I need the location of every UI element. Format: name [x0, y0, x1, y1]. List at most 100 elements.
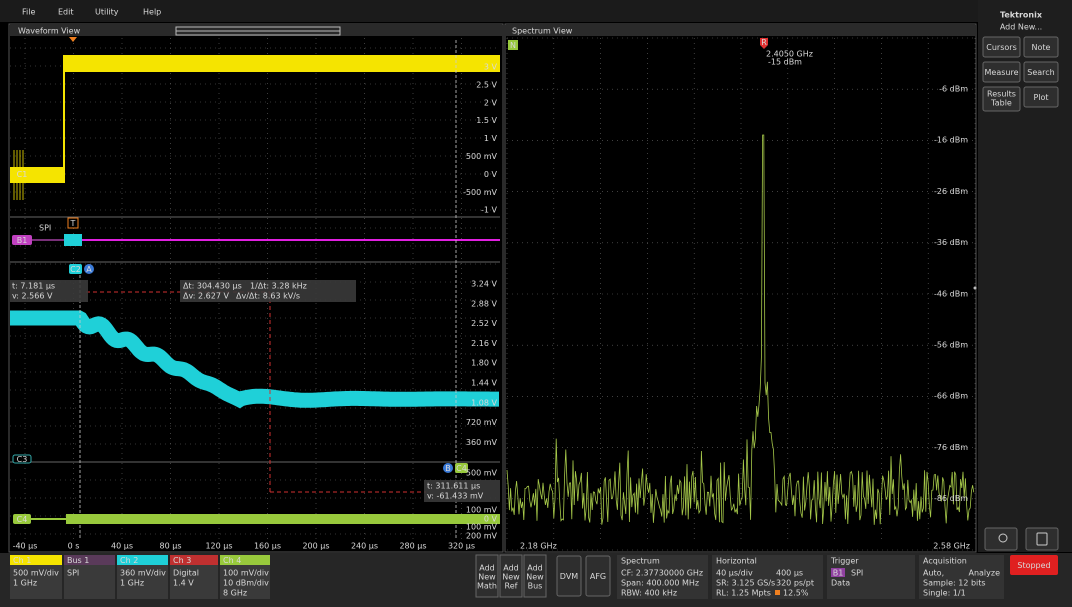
- search-button[interactable]: [1023, 61, 1059, 83]
- acquisition-panel[interactable]: [919, 555, 1004, 599]
- ch4-trace: [66, 514, 500, 524]
- time-axis-label: 280 µs: [399, 542, 426, 551]
- ch1-header: [10, 555, 62, 565]
- cursor-b-readout: [424, 480, 500, 502]
- ch2-scale-label: 1.80 V: [471, 359, 497, 368]
- acquisition-analyze: Analyze: [968, 569, 1000, 578]
- afg-button[interactable]: [585, 555, 611, 597]
- ch1-scale-label: 1.5 V: [476, 116, 497, 125]
- time-axis-label: 320 µs: [448, 542, 475, 551]
- add_bus-button[interactable]: [523, 554, 547, 598]
- delta-readout: [180, 280, 356, 302]
- c3-badge: [12, 454, 32, 464]
- ch4-scale: 100 mV/div: [223, 569, 269, 578]
- spectrum-y-label: -86 dBm: [934, 494, 968, 503]
- trigger-source: B1: [833, 569, 844, 578]
- menu-item[interactable]: Edit: [58, 8, 74, 17]
- add_math-button[interactable]: [475, 554, 499, 598]
- trigger-badge: [67, 217, 79, 229]
- ref-marker-text: R: [761, 38, 767, 47]
- ch1-scale-label: -500 mV: [463, 188, 497, 197]
- add_bus-text: Bus: [528, 582, 543, 591]
- ch3-label: Ch 3: [173, 556, 191, 565]
- delta-value: Δt: 304.430 µs: [183, 282, 242, 291]
- timeline-window: [175, 26, 341, 36]
- b1-badge: [12, 235, 32, 245]
- c4-tag: [455, 463, 468, 473]
- c3-badge-text: C3: [17, 455, 28, 464]
- cursor-a-readout: [10, 280, 88, 302]
- results-table-text: Results: [987, 90, 1016, 99]
- delete-button[interactable]: [1025, 527, 1059, 551]
- plot-button[interactable]: [1023, 86, 1059, 108]
- add_ref-button[interactable]: [499, 554, 523, 598]
- spectrum-title-bar: [506, 25, 975, 36]
- ref-freq: 2.4050 GHz: [766, 50, 813, 59]
- ch2-header: [117, 555, 168, 565]
- delta-value: Δv/Δt: 8.63 kV/s: [236, 292, 300, 301]
- ref-level: -15 dBm: [768, 58, 802, 67]
- c4-tag-text: C4: [456, 464, 467, 473]
- brand: Tektronix: [1000, 11, 1043, 20]
- measure-button-text: Measure: [985, 68, 1019, 77]
- note-button[interactable]: [1023, 36, 1059, 58]
- ch4-scale-label: 100 mV: [466, 506, 498, 515]
- cursor-b-badge-text: B: [445, 464, 451, 473]
- acquisition-single: Single: 1/1: [923, 589, 966, 598]
- spectrum-x-start: 2.18 GHz: [520, 542, 557, 551]
- time-axis-label: 80 µs: [160, 542, 182, 551]
- trigger-source-badge: [831, 568, 845, 577]
- add_ref-text: Ref: [505, 582, 518, 591]
- ch4-spectrum_scale: 10 dBm/div: [223, 579, 269, 588]
- run-stop-button[interactable]: [1010, 555, 1058, 575]
- ch1-scale: 500 mV/div: [13, 569, 59, 578]
- horizontal-position-icon: [775, 590, 780, 595]
- ch4-scale-label: 500 mV: [466, 469, 498, 478]
- cursors-button[interactable]: [982, 36, 1021, 58]
- spectrum-y-label: -76 dBm: [934, 443, 968, 452]
- spectrum-y-label: -6 dBm: [939, 85, 968, 94]
- dvm-button[interactable]: [556, 555, 582, 597]
- spectrum-panel[interactable]: [617, 555, 708, 599]
- ch1-badge: [13, 169, 31, 179]
- ch4-scale-label: 200 mV: [466, 532, 498, 541]
- n-marker: [508, 40, 518, 50]
- bus1-type: SPI: [67, 569, 79, 578]
- cursor-b-badge: [443, 463, 453, 473]
- search-button-text: Search: [1027, 68, 1054, 77]
- afg-button-text: AFG: [590, 572, 606, 581]
- trigger-type: SPI: [851, 569, 863, 578]
- ch2-scale: 360 mV/div: [120, 569, 166, 578]
- delta-value: Δv: 2.627 V: [183, 292, 229, 301]
- ch1-scale-label: 2.5 V: [476, 80, 497, 89]
- time-axis-label: -40 µs: [13, 542, 38, 551]
- ch4-bandwidth: 8 GHz: [223, 589, 247, 598]
- bus-packet: [64, 234, 82, 246]
- ch1-scale-label: 3 V: [484, 63, 498, 72]
- ref-marker: [760, 38, 768, 49]
- ch2-scale-label: 1.44 V: [471, 379, 497, 388]
- add_math-text: New: [478, 573, 496, 582]
- time-axis-label: 240 µs: [351, 542, 378, 551]
- run-stop-text: Stopped: [1017, 561, 1050, 570]
- horizontal-duration: 400 µs: [776, 569, 803, 578]
- ch2-trace: [10, 310, 499, 409]
- trash-icon: [1036, 532, 1048, 546]
- spectrum-setting: RBW: 400 kHz: [621, 589, 677, 598]
- spectrum-title: Spectrum: [621, 557, 660, 566]
- cursor-a-badge: [84, 264, 94, 274]
- cursors-button-text: Cursors: [986, 43, 1016, 52]
- add_ref-text: Add: [503, 564, 519, 573]
- ch1-bandwidth: 1 GHz: [13, 579, 37, 588]
- spectrum-y-label: -66 dBm: [934, 392, 968, 401]
- results-table-button[interactable]: [982, 86, 1021, 112]
- zoom-button[interactable]: [984, 527, 1018, 551]
- menu-item[interactable]: Help: [143, 8, 161, 17]
- menu-item[interactable]: File: [22, 8, 35, 17]
- measure-button[interactable]: [982, 61, 1021, 83]
- horizontal-panel[interactable]: [712, 555, 823, 599]
- horizontal-resolution: 320 ps/pt: [776, 579, 814, 588]
- trigger-title: Trigger: [830, 557, 859, 566]
- menu-item[interactable]: Utility: [95, 8, 119, 17]
- spectrum-y-label: -16 dBm: [934, 136, 968, 145]
